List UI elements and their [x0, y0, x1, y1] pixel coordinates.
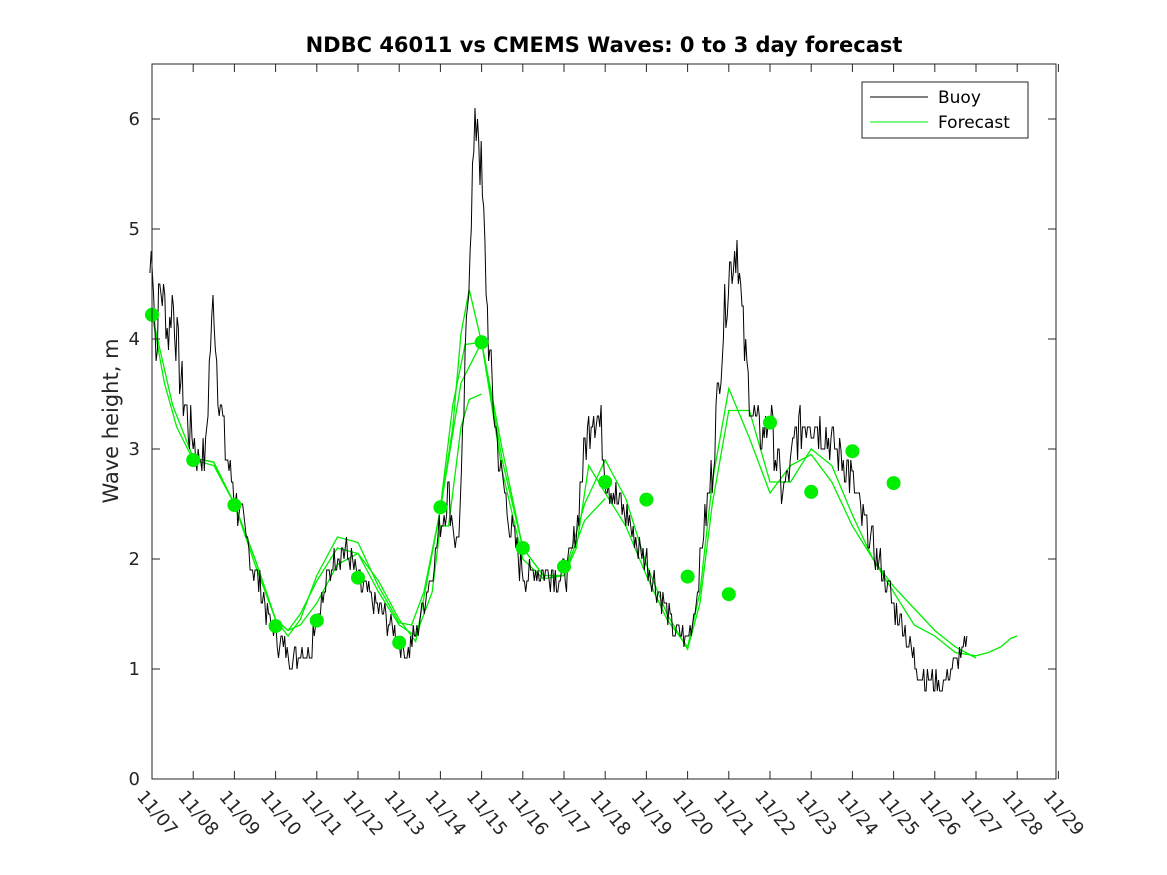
x-tick-label: 11/07: [132, 787, 181, 840]
x-tick-label: 11/21: [709, 787, 758, 840]
x-tick-label: 11/18: [585, 787, 634, 840]
forecast-marker-point: [186, 453, 201, 467]
y-tick-label: 5: [129, 219, 140, 240]
forecast-marker-point: [557, 559, 571, 574]
forecast-marker-point: [763, 415, 777, 430]
forecast-marker-point: [433, 500, 448, 515]
forecast-run-1-line: [151, 314, 482, 637]
forecast-marker-point: [886, 476, 901, 491]
x-tick-label: 11/29: [1039, 787, 1088, 840]
y-tick-label: 1: [129, 659, 140, 680]
x-tick-label: 11/20: [668, 787, 717, 840]
forecast-marker-point: [351, 570, 365, 585]
y-tick-label: 4: [129, 329, 140, 350]
x-tick-label: 11/11: [297, 787, 346, 840]
x-tick-label: 11/10: [256, 787, 305, 840]
plot-layer: [145, 107, 1018, 692]
forecast-marker-point: [639, 492, 654, 507]
x-tick-label: 11/27: [956, 787, 1005, 840]
x-tick-label: 11/28: [997, 787, 1046, 840]
forecast-marker-point: [227, 498, 242, 513]
forecast-marker-point: [474, 335, 489, 350]
x-tick-label: 11/17: [544, 787, 593, 840]
buoy-line: [149, 107, 968, 692]
legend-label-forecast: Forecast: [938, 113, 1010, 133]
x-tick-label: 11/25: [874, 787, 923, 840]
y-tick-label: 6: [129, 109, 140, 130]
forecast-run-3-line: [193, 340, 1018, 657]
forecast-run-4-line: [439, 341, 977, 659]
x-tick-label: 11/09: [215, 787, 264, 840]
chart-title: NDBC 46011 vs CMEMS Waves: 0 to 3 day fo…: [306, 33, 903, 57]
y-tick-label: 0: [129, 769, 140, 790]
x-tick-label: 11/15: [462, 787, 511, 840]
y-axis-label: Wave height, m: [99, 338, 123, 503]
legend-label-buoy: Buoy: [938, 88, 981, 108]
y-tick-label: 2: [129, 549, 140, 570]
x-tick-label: 11/26: [915, 787, 964, 840]
y-tick-label: 3: [129, 439, 140, 460]
forecast-marker-point: [598, 475, 613, 489]
axes-frame: [151, 63, 1057, 780]
legend: Buoy Forecast: [861, 81, 1029, 139]
forecast-marker-point: [804, 484, 819, 499]
forecast-marker-point: [721, 587, 736, 602]
x-tick-label: 11/23: [791, 787, 840, 840]
x-tick-label: 11/16: [503, 787, 552, 840]
forecast-marker-point: [845, 444, 860, 459]
x-tick-label: 11/14: [421, 787, 470, 840]
forecast-marker-point: [680, 569, 695, 584]
forecast-marker-point: [309, 613, 324, 628]
x-tick-label: 11/24: [833, 787, 882, 840]
legend-box: [861, 81, 1029, 139]
x-tick-label: 11/12: [338, 787, 387, 840]
forecast-marker-point: [392, 635, 407, 650]
x-tick-label: 11/22: [750, 787, 799, 840]
x-tick-label: 11/08: [173, 787, 222, 840]
y-axis-ticks: 0 1 2 3 4 5 6: [129, 109, 1056, 790]
x-axis-ticks: 11/0711/0811/0911/1011/1111/1211/1311/14…: [132, 64, 1088, 840]
forecast-marker-point: [515, 541, 530, 555]
forecast-run-2-line: [151, 289, 606, 638]
x-tick-label: 11/19: [627, 787, 676, 840]
forecast-marker-point: [268, 619, 283, 634]
x-tick-label: 11/13: [379, 787, 428, 840]
